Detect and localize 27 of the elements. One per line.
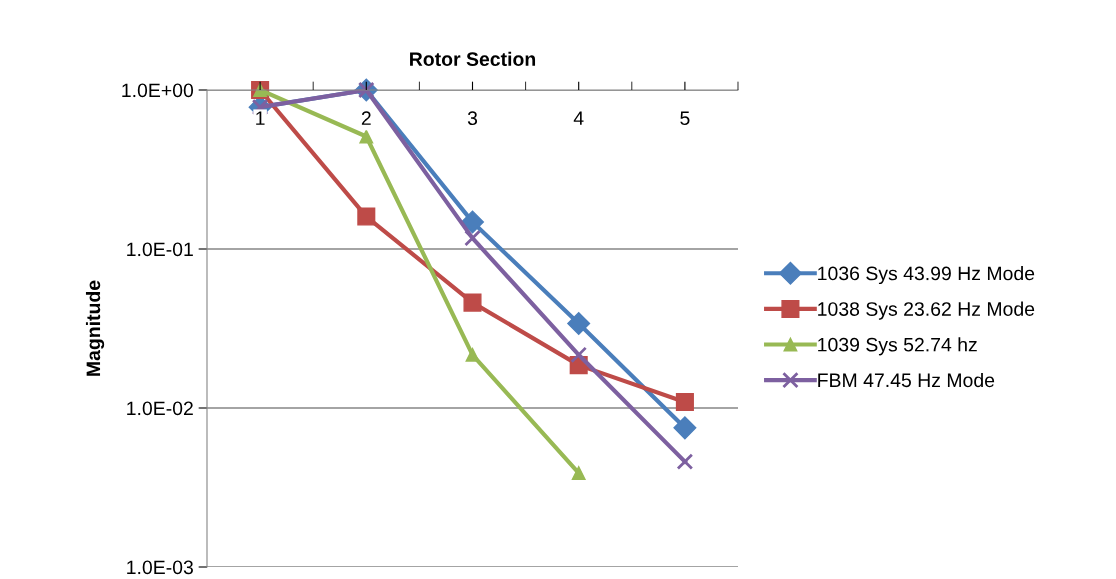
point [465,347,480,362]
point [567,311,591,335]
x-tick-label: 2 [361,111,371,125]
legend-label: 1039 Sys 52.74 hz [818,337,977,356]
legend-label: 1038 Sys 23.62 Hz Mode [818,301,1035,320]
point [570,346,588,364]
y-tick-label: 1.0E-03 [127,560,193,575]
y-tick-label: 1.0E-01 [127,242,193,257]
point [571,466,586,480]
point [464,229,481,247]
x-tick-label: 5 [680,111,690,126]
point [673,416,697,440]
point [676,453,694,470]
y-tick-label: 1.0E+00 [122,83,194,98]
x-tick-label: 1 [256,111,265,125]
legend-label: 1036 Sys 43.99 Hz Mode [818,266,1035,285]
x-tick-label: 4 [573,111,584,125]
point [461,210,484,234]
x-axis-title: Rotor Section [410,51,536,67]
point [357,207,376,226]
point [675,393,694,412]
point [359,129,374,144]
y-axis-title: Magnitude [85,280,105,376]
y-tick-label: 1.0E-02 [127,401,193,416]
x-tick-label: 3 [467,111,478,126]
point [463,293,482,312]
legend-label: FBM 47.45 Hz Mode [818,372,995,388]
